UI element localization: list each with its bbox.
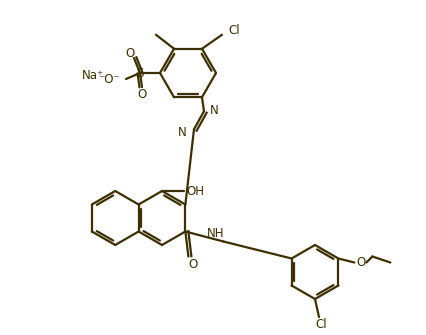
Text: N: N bbox=[210, 104, 219, 117]
Text: O: O bbox=[189, 258, 198, 271]
Text: Cl: Cl bbox=[228, 24, 240, 37]
Text: N: N bbox=[178, 126, 187, 139]
Text: S: S bbox=[136, 67, 144, 79]
Text: Na⁺: Na⁺ bbox=[82, 68, 104, 81]
Text: OH: OH bbox=[186, 185, 204, 198]
Text: O: O bbox=[125, 47, 135, 60]
Text: O: O bbox=[137, 87, 147, 100]
Text: Cl: Cl bbox=[315, 319, 327, 332]
Text: O: O bbox=[357, 256, 366, 269]
Text: ⁻O⁻: ⁻O⁻ bbox=[98, 72, 120, 85]
Text: NH: NH bbox=[207, 227, 224, 240]
